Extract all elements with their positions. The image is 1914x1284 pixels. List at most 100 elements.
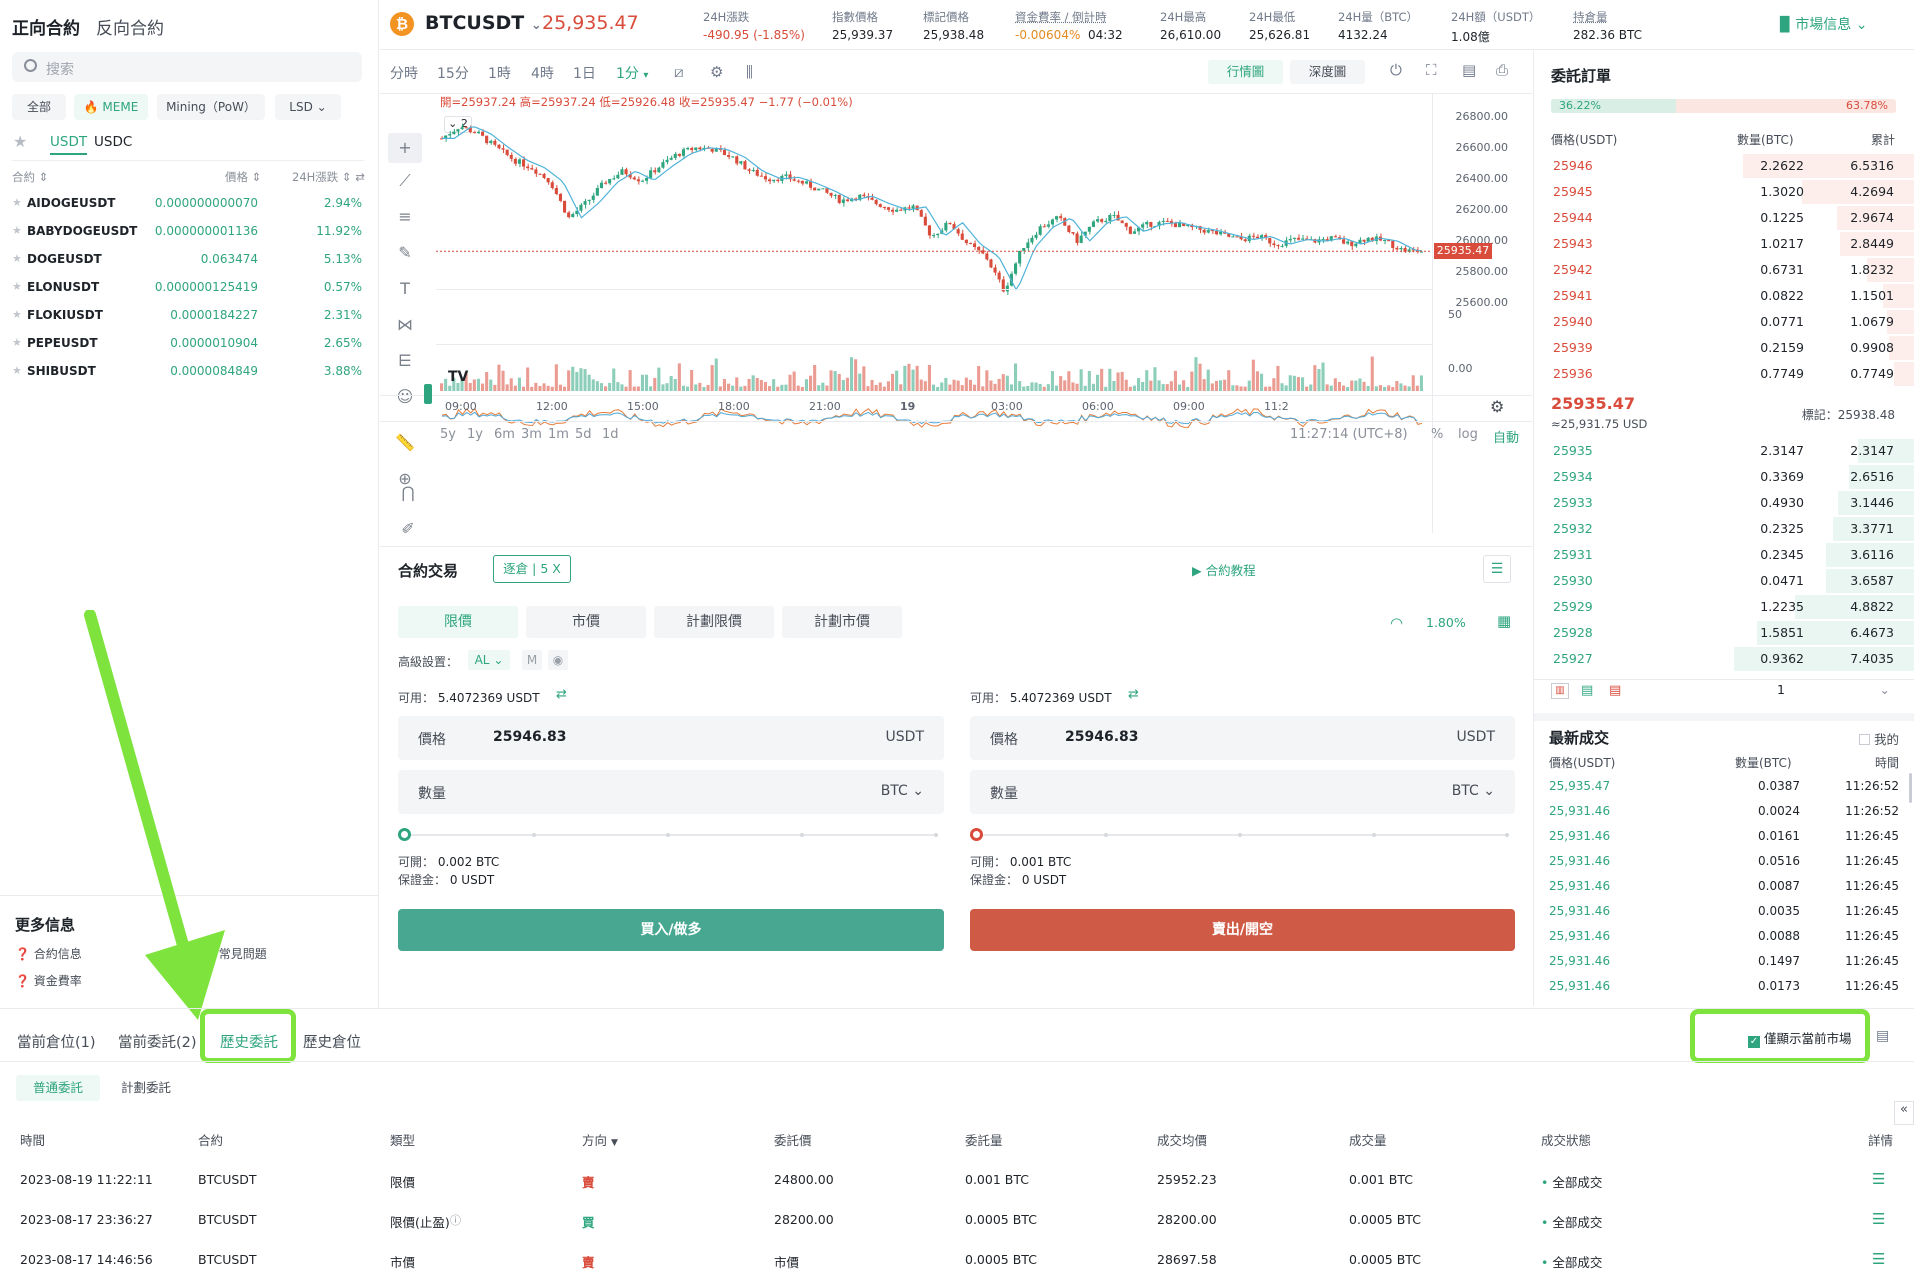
col-side[interactable]: 方向 ▼ [582, 1130, 618, 1149]
tab-price-chart[interactable]: 行情圖 [1208, 60, 1283, 84]
bid-row[interactable]: 25932 0.2325 3.3771 [1534, 516, 1914, 542]
ask-row[interactable]: 25943 1.0217 2.8449 [1534, 231, 1914, 257]
contract-info-link[interactable]: ❓ 合約信息 [15, 945, 82, 962]
book-view-asks-icon[interactable]: ▤ [1609, 683, 1622, 698]
fullscreen-icon[interactable]: ⛶ [1426, 61, 1437, 79]
ask-row[interactable]: 25944 0.1225 2.9674 [1534, 205, 1914, 231]
scrollbar[interactable] [1909, 773, 1912, 803]
adv-option-m[interactable]: M [522, 650, 542, 670]
scale-auto[interactable]: 自動 [1493, 431, 1520, 446]
indicator-collapse[interactable]: ⌄ 2 [444, 116, 472, 133]
tutorial-link[interactable]: ▶ 合約教程 [1192, 560, 1256, 579]
export-icon[interactable]: ▤ [1876, 1028, 1890, 1044]
scale-percent[interactable]: % [1431, 427, 1444, 442]
details-list-icon[interactable]: ☰ [1872, 1250, 1886, 1268]
camera-icon[interactable]: ⎙ [1496, 61, 1509, 79]
sell-price-field[interactable]: 價格 25946.83 USDT [970, 716, 1515, 760]
range-button[interactable]: 3m [521, 427, 542, 442]
pair-row[interactable]: ★ DOGEUSDT 0.063474 5.13% [12, 248, 364, 272]
bid-row[interactable]: 25930 0.0471 3.6587 [1534, 568, 1914, 594]
depth-precision-select[interactable]: 1 ⌄ [1777, 682, 1898, 704]
horizontal-lines-icon[interactable]: ≡ [398, 207, 412, 226]
interval-1h[interactable]: 1時 [488, 66, 511, 82]
ask-row[interactable]: 25936 0.7749 0.7749 [1534, 361, 1914, 387]
tab-linear-contract[interactable]: 正向合約 [12, 19, 80, 39]
star-icon[interactable]: ★ [12, 252, 22, 265]
bid-row[interactable]: 25929 1.2235 4.8822 [1534, 594, 1914, 620]
transfer-icon[interactable]: ⇄ [1128, 687, 1139, 702]
only-current-market-checkbox[interactable]: ✓ 僅顯示當前市場 [1748, 1028, 1852, 1048]
table-row[interactable]: 2023-08-17 23:36:27 BTCUSDT 限價(止盈) 買 28200.0… [0, 1202, 1894, 1240]
range-button[interactable]: 6m [494, 427, 515, 442]
interval-15m[interactable]: 15分 [437, 66, 469, 82]
bid-row[interactable]: 25927 0.9362 7.4035 [1534, 646, 1914, 672]
interval-timeline[interactable]: 分時 [390, 66, 418, 82]
brush-icon[interactable]: ✎ [398, 243, 412, 262]
pair-row[interactable]: ★ FLOKIUSDT 0.0000184227 2.31% [12, 304, 364, 328]
tab-current-positions[interactable]: 當前倉位(1) [17, 1035, 96, 1051]
ruler-icon[interactable]: 📏 [395, 433, 415, 452]
sell-qty-field[interactable]: 數量 BTC ⌄ [970, 770, 1515, 814]
star-icon[interactable]: ★ [12, 196, 22, 209]
funding-rate-link[interactable]: ❓ 資金費率 [15, 972, 82, 989]
interval-1m[interactable]: 1分 ▾ [616, 63, 648, 83]
pair-row[interactable]: ★ ELONUSDT 0.000000125419 0.57% [12, 276, 364, 300]
pair-row[interactable]: ★ SHIBUSDT 0.0000084849 3.88% [12, 360, 364, 384]
quote-tab-usdt[interactable]: USDT [50, 134, 88, 155]
book-view-both-icon[interactable]: ▥ [1551, 683, 1569, 699]
eye-icon[interactable]: ◉ [548, 650, 568, 670]
symbol-selector[interactable]: BTCUSDT ⌄ [425, 12, 542, 34]
star-icon[interactable]: ★ [12, 308, 22, 321]
tab-order-history[interactable]: 歷史委託 [220, 1035, 278, 1051]
chip-lsd[interactable]: LSD ⌄ [275, 94, 341, 120]
ask-row[interactable]: 25942 0.6731 1.8232 [1534, 257, 1914, 283]
sell-qty-slider[interactable] [970, 828, 1515, 842]
star-icon[interactable]: ★ [12, 364, 22, 377]
col-contract[interactable]: 合約 ⇕ [12, 170, 49, 184]
qty-unit-select[interactable]: BTC ⌄ [881, 783, 924, 799]
order-type-plan-market[interactable]: 計劃市價 [782, 606, 902, 638]
interval-1d[interactable]: 1日 [573, 66, 596, 82]
details-list-icon[interactable]: ☰ [1872, 1210, 1886, 1228]
slider-knob[interactable] [970, 828, 983, 841]
emoji-icon[interactable]: ☺ [396, 387, 414, 406]
tab-depth-chart[interactable]: 深度圖 [1290, 60, 1365, 84]
subtab-plan-orders[interactable]: 計劃委託 [120, 1080, 171, 1095]
buy-qty-field[interactable]: 數量 BTC ⌄ [398, 770, 944, 814]
stat-funding-rate[interactable]: 資金費率 / 倒計時 -0.00604% 04:32 [1015, 9, 1123, 42]
axis-settings-icon[interactable]: ⚙ [1490, 397, 1505, 416]
chip-all[interactable]: 全部 [12, 94, 66, 120]
collapse-toolbar-handle[interactable] [424, 384, 432, 404]
pair-row[interactable]: ★ AIDOGEUSDT 0.000000000070 2.94% [12, 192, 364, 216]
star-icon[interactable]: ★ [12, 336, 22, 349]
tab-open-orders[interactable]: 當前委託(2) [118, 1035, 197, 1051]
order-type-limit[interactable]: 限價 [398, 606, 518, 638]
subtab-normal-orders[interactable]: 普通委託 [16, 1075, 100, 1101]
range-button[interactable]: 1m [548, 427, 569, 442]
star-icon[interactable]: ★ [12, 224, 22, 237]
bid-row[interactable]: 25928 1.5851 6.4673 [1534, 620, 1914, 646]
market-info-button[interactable]: ▉ 市場信息 ⌄ [1780, 14, 1867, 34]
ask-row[interactable]: 25941 0.0822 1.1501 [1534, 283, 1914, 309]
range-button[interactable]: 1d [602, 427, 619, 442]
order-type-plan-limit[interactable]: 計劃限價 [654, 606, 774, 638]
ask-row[interactable]: 25940 0.0771 1.0679 [1534, 309, 1914, 335]
sell-short-button[interactable]: 賣出/開空 [970, 909, 1515, 951]
zoom-in-icon[interactable]: ⊕ [398, 469, 412, 488]
lock-drawing-icon[interactable]: ✐ [401, 519, 415, 538]
tab-position-history[interactable]: 歷史倉位 [303, 1035, 361, 1051]
search-input[interactable]: 搜索 [12, 52, 362, 82]
collapse-panel-icon[interactable]: « [1894, 1101, 1914, 1125]
price-chart[interactable] [436, 93, 1432, 533]
my-trades-checkbox[interactable]: 我的 [1859, 729, 1899, 748]
bid-row[interactable]: 25934 0.3369 2.6516 [1534, 464, 1914, 490]
col-price[interactable]: 價格 ⇕ [225, 170, 262, 184]
col-change[interactable]: 24H漲跌 ⇕ ⇄ [292, 170, 365, 184]
chip-meme[interactable]: 🔥 MEME [74, 94, 148, 120]
range-button[interactable]: 5d [575, 427, 592, 442]
quote-tab-usdc[interactable]: USDC [94, 134, 133, 150]
ask-row[interactable]: 25939 0.2159 0.9908 [1534, 335, 1914, 361]
transfer-icon[interactable]: ⇄ [556, 687, 567, 702]
star-icon[interactable]: ★ [12, 280, 22, 293]
table-row[interactable]: 2023-08-17 14:46:56 BTCUSDT 市價 賣 市價 0.0005 BT… [0, 1242, 1894, 1280]
